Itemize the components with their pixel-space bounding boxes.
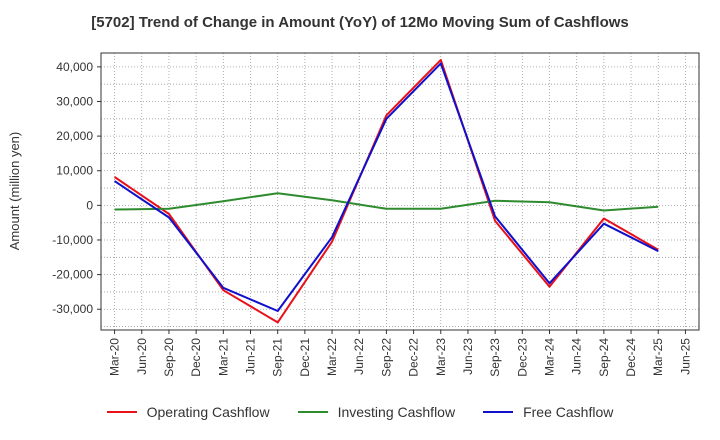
series-layer xyxy=(114,58,659,324)
x-tick-label: Jun-20 xyxy=(135,338,149,375)
series-line-investing-cashflow xyxy=(114,192,659,212)
y-tick-label: -10,000 xyxy=(52,233,93,247)
x-tick-label: Mar-25 xyxy=(651,338,665,376)
y-axis-title: Amount (million yen) xyxy=(7,132,22,251)
y-tick-label: 40,000 xyxy=(56,60,93,74)
series-line-free-cashflow xyxy=(114,62,659,312)
y-tick-label: 10,000 xyxy=(56,164,93,178)
x-tick-label: Dec-22 xyxy=(407,338,421,377)
x-tick-label: Jun-23 xyxy=(461,338,475,375)
x-tick-label: Dec-23 xyxy=(515,338,529,377)
x-tick-label: Mar-22 xyxy=(325,338,339,376)
y-tick-label: -20,000 xyxy=(52,268,93,282)
x-tick-label: Sep-23 xyxy=(488,338,502,377)
x-tick-label: Jun-21 xyxy=(244,338,258,375)
x-tick-label: Mar-24 xyxy=(543,338,557,376)
legend-swatch xyxy=(483,411,514,413)
legend-label: Investing Cashflow xyxy=(337,404,456,420)
plot-frame xyxy=(100,52,700,331)
x-tick-label: Sep-22 xyxy=(379,338,393,377)
x-tick-label: Sep-21 xyxy=(271,338,285,377)
legend-label: Free Cashflow xyxy=(523,404,614,420)
y-tick-label: -30,000 xyxy=(52,302,93,316)
x-tick-label: Dec-21 xyxy=(298,338,312,377)
x-tick-labels: Mar-20 Jun-20 Sep-20 Dec-20 Mar-21 Jun-21 Sep-… xyxy=(108,330,692,377)
legend-swatch xyxy=(106,411,137,413)
legend: Operating Cashflow Investing Cashflow Free… xyxy=(0,404,720,420)
x-tick-label: Sep-20 xyxy=(162,338,176,377)
plot-background xyxy=(101,53,699,330)
y-tick-label: 20,000 xyxy=(56,129,93,143)
x-tick-label: Dec-24 xyxy=(624,338,638,377)
legend-item: Free Cashflow xyxy=(483,404,613,420)
x-tick-label: Sep-24 xyxy=(597,338,611,377)
x-tick-label: Jun-22 xyxy=(352,338,366,375)
x-tick-label: Dec-20 xyxy=(189,338,203,377)
legend-item: Operating Cashflow xyxy=(106,404,270,420)
y-tick-label: 0 xyxy=(86,198,93,212)
x-tick-label: Mar-20 xyxy=(108,338,122,376)
legend-label: Operating Cashflow xyxy=(146,404,270,420)
x-tick-label: Mar-23 xyxy=(434,338,448,376)
y-tick-labels: -30,000 -20,000 -10,000 0 10,000 20,000 30,000… xyxy=(52,60,101,316)
legend-swatch xyxy=(297,411,328,413)
x-tick-label: Jun-25 xyxy=(678,338,692,375)
chart-title: [5702] Trend of Change in Amount (YoY) o… xyxy=(91,14,629,31)
y-tick-label: 30,000 xyxy=(56,94,93,108)
legend-item: Investing Cashflow xyxy=(297,404,456,420)
x-tick-label: Jun-24 xyxy=(570,338,584,375)
x-tick-label: Mar-21 xyxy=(216,338,230,376)
